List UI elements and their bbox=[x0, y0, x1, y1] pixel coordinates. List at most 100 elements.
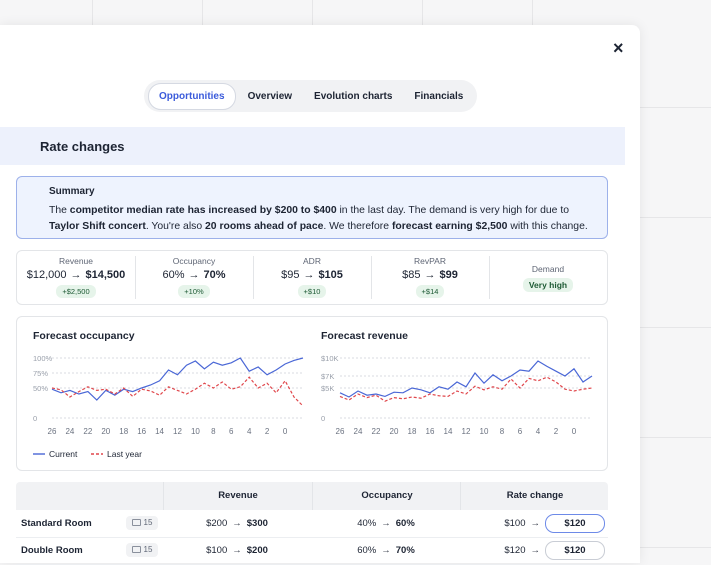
summary-segment: in the last day. The demand is very high… bbox=[336, 205, 569, 216]
cell-from: $120 bbox=[504, 545, 526, 556]
bg-line bbox=[92, 0, 93, 25]
y-tick-label: 0 bbox=[33, 414, 37, 423]
x-tick-label: 10 bbox=[191, 427, 200, 436]
tab[interactable]: Evolution charts bbox=[314, 90, 393, 102]
metric-value: 60% → 70% bbox=[135, 269, 253, 281]
cell-from: 60% bbox=[357, 545, 377, 556]
bg-line bbox=[422, 0, 423, 25]
x-tick-label: 6 bbox=[229, 427, 234, 436]
bg-line bbox=[640, 217, 711, 218]
tab[interactable]: Financials bbox=[414, 90, 464, 102]
metric-to: $105 bbox=[318, 269, 343, 281]
x-tick-label: 22 bbox=[83, 427, 92, 436]
x-tick-label: 26 bbox=[336, 427, 345, 436]
x-tick-label: 16 bbox=[426, 427, 435, 436]
summary-segment: The bbox=[49, 205, 70, 216]
tab[interactable]: Overview bbox=[247, 90, 293, 102]
x-tick-label: 0 bbox=[283, 427, 288, 436]
series-line bbox=[51, 376, 304, 407]
room-name: Double Room bbox=[21, 545, 83, 556]
tab-bar: Opportunities Overview Evolution charts Fin… bbox=[144, 80, 478, 112]
metric-label: Demand bbox=[531, 264, 565, 274]
metric: ADR $95 → $105 +$10 bbox=[253, 256, 372, 299]
cell-from: $100 bbox=[206, 545, 228, 556]
chart-box bbox=[16, 316, 608, 471]
x-tick-label: 20 bbox=[390, 427, 399, 436]
y-tick-label: $7K bbox=[321, 372, 334, 381]
metric-delta: +$14 bbox=[415, 285, 445, 298]
series-line bbox=[339, 376, 593, 402]
x-tick-label: 16 bbox=[137, 427, 146, 436]
metric-value: $95 → $105 bbox=[253, 269, 371, 281]
bg-line bbox=[640, 107, 711, 108]
x-tick-label: 24 bbox=[354, 427, 363, 436]
bg-line bbox=[640, 327, 711, 328]
demand-badge: Very high bbox=[522, 278, 574, 292]
bg-line bbox=[202, 0, 203, 25]
x-tick-label: 2 bbox=[554, 427, 559, 436]
cell-arrow: → bbox=[530, 518, 541, 529]
room-count: 15 bbox=[126, 516, 158, 530]
metric-label: ADR bbox=[303, 256, 321, 266]
room-count-value: 15 bbox=[143, 545, 153, 554]
metric-value: $12,000 → $14,500 bbox=[17, 269, 135, 281]
section-header bbox=[0, 127, 625, 165]
x-tick-label: 18 bbox=[119, 427, 128, 436]
x-tick-label: 4 bbox=[247, 427, 252, 436]
y-tick-label: $5K bbox=[321, 384, 334, 393]
metric-arrow: → bbox=[303, 269, 315, 281]
table-cell: $100 → $200 bbox=[163, 545, 311, 556]
metric-label: Occupancy bbox=[172, 256, 216, 266]
metrics-box bbox=[16, 250, 608, 305]
rate-input[interactable]: $120 bbox=[545, 541, 605, 560]
x-tick-label: 10 bbox=[480, 427, 489, 436]
x-tick-label: 24 bbox=[65, 427, 74, 436]
table-header-cell: Revenue bbox=[163, 482, 312, 510]
section-title[interactable]: Rate changes bbox=[40, 139, 125, 154]
rate-from: $120 → bbox=[470, 545, 540, 556]
metric-from: 60% bbox=[162, 269, 185, 281]
metric-delta: +$2,500 bbox=[56, 285, 96, 298]
summary-segment: forecast earning $2,500 bbox=[391, 221, 508, 232]
cell-from: 40% bbox=[357, 518, 377, 529]
cell-arrow: → bbox=[381, 518, 391, 529]
summary-segment: competitor median rate has increased by … bbox=[69, 205, 337, 216]
x-tick-label: 14 bbox=[155, 427, 164, 436]
cell-to: 70% bbox=[395, 545, 415, 556]
y-tick-label: 50% bbox=[33, 384, 48, 393]
x-tick-label: 18 bbox=[408, 427, 417, 436]
table-header-cell: Rate change bbox=[460, 482, 609, 510]
tab[interactable]: Opportunities bbox=[148, 82, 236, 110]
metric-delta: +$10 bbox=[297, 285, 327, 298]
metric-arrow: → bbox=[188, 269, 200, 281]
rate-from: $100 → bbox=[470, 518, 540, 529]
cell-to: $200 bbox=[246, 545, 268, 556]
metric: RevPAR $85 → $99 +$14 bbox=[371, 256, 490, 299]
y-tick-label: 75% bbox=[33, 369, 48, 378]
x-tick-label: 8 bbox=[211, 427, 216, 436]
rate-input[interactable]: $120 bbox=[545, 514, 605, 533]
summary-segment: . We therefore bbox=[323, 221, 392, 232]
y-tick-label: 100% bbox=[33, 354, 53, 363]
table-row bbox=[16, 510, 608, 538]
metric-to: $99 bbox=[439, 269, 458, 281]
y-tick-label: $10K bbox=[321, 354, 339, 363]
x-tick-label: 2 bbox=[265, 427, 270, 436]
metric-value: $85 → $99 bbox=[371, 269, 489, 281]
x-tick-label: 8 bbox=[500, 427, 505, 436]
bg-line bbox=[640, 547, 711, 548]
summary-segment: Taylor Shift concert bbox=[49, 221, 146, 232]
close-button[interactable]: × bbox=[613, 38, 624, 58]
table-cell: 40% → 60% bbox=[312, 518, 460, 529]
x-tick-label: 12 bbox=[462, 427, 471, 436]
table-cell: $200 → $300 bbox=[163, 518, 311, 529]
metric-from: $85 bbox=[402, 269, 421, 281]
table-cell: 60% → 70% bbox=[312, 545, 460, 556]
metric: Occupancy 60% → 70% +10% bbox=[135, 256, 254, 299]
bed-icon bbox=[131, 519, 141, 527]
legend-label: Current bbox=[49, 449, 78, 459]
series-line bbox=[339, 360, 593, 398]
metric-arrow: → bbox=[70, 269, 82, 281]
